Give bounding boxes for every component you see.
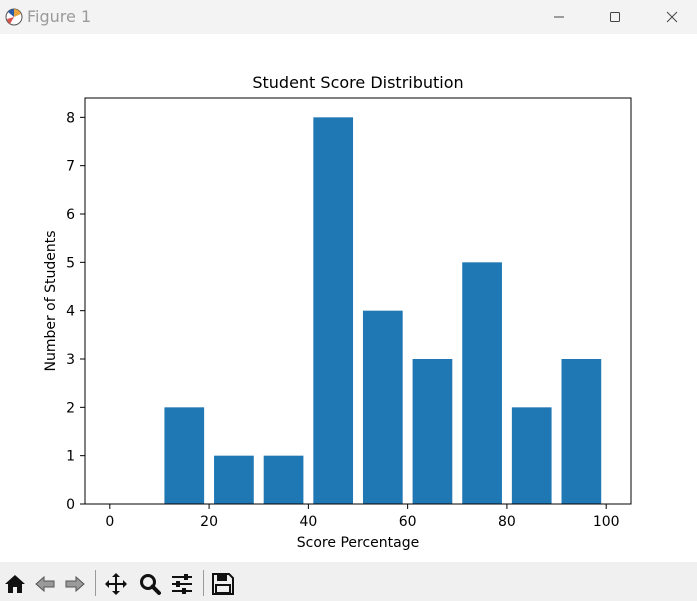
bars-group — [164, 117, 602, 504]
bar — [462, 262, 502, 504]
y-tick-label: 4 — [66, 304, 75, 320]
matplotlib-icon — [5, 8, 23, 26]
y-tick-label: 8 — [66, 110, 75, 126]
x-tick-label: 0 — [105, 514, 114, 530]
back-icon[interactable] — [33, 572, 57, 596]
bar — [561, 359, 602, 504]
x-tick-label: 100 — [593, 514, 620, 530]
bar — [164, 407, 205, 504]
minimize-icon — [554, 16, 564, 18]
y-tick-label: 3 — [66, 352, 75, 368]
y-tick-label: 6 — [66, 207, 75, 223]
y-tick-label: 1 — [66, 449, 75, 465]
y-axis-label: Number of Students — [43, 230, 59, 371]
axes-frame — [84, 97, 632, 505]
bar-chart: 0 20 40 60 80 100 0 1 2 3 4 5 6 7 8 Student Score Dis… — [43, 73, 632, 551]
navigation-toolbar — [0, 562, 697, 601]
pan-icon[interactable] — [104, 572, 128, 596]
minimize-button[interactable] — [536, 0, 582, 34]
x-axis-label: Score Percentage — [297, 535, 419, 551]
y-ticks-group: 0 1 2 3 4 5 6 7 8 — [66, 110, 85, 513]
bar — [511, 407, 552, 504]
save-icon[interactable] — [211, 572, 235, 596]
bar — [313, 117, 354, 504]
x-tick-label: 40 — [299, 514, 317, 530]
toolbar-separator — [95, 570, 96, 596]
chart-title: Student Score Distribution — [252, 73, 463, 92]
zoom-icon[interactable] — [138, 572, 162, 596]
x-tick-label: 20 — [200, 514, 218, 530]
forward-icon[interactable] — [63, 572, 87, 596]
window-title: Figure 1 — [27, 7, 92, 26]
maximize-icon — [610, 12, 620, 22]
toolbar-separator — [203, 570, 204, 596]
close-button[interactable] — [649, 0, 695, 34]
x-tick-label: 60 — [399, 514, 417, 530]
configure-subplots-icon[interactable] — [170, 572, 194, 596]
title-bar: Figure 1 — [0, 0, 697, 34]
y-tick-label: 7 — [66, 159, 75, 175]
y-tick-label: 0 — [66, 497, 75, 513]
x-ticks-group: 0 20 40 60 80 100 — [105, 504, 620, 530]
y-tick-label: 2 — [66, 400, 75, 416]
x-tick-label: 80 — [498, 514, 516, 530]
y-tick-label: 5 — [66, 255, 75, 271]
bar — [362, 310, 403, 504]
figure-canvas: 0 20 40 60 80 100 0 1 2 3 4 5 6 7 8 Student Score Dis… — [0, 34, 697, 562]
home-icon[interactable] — [3, 572, 27, 596]
bar — [214, 455, 254, 504]
close-icon — [666, 11, 678, 23]
bar — [412, 359, 453, 504]
bar — [263, 455, 304, 504]
maximize-button[interactable] — [592, 0, 638, 34]
